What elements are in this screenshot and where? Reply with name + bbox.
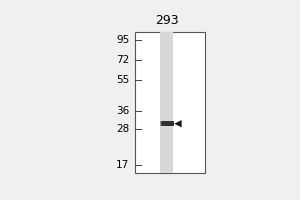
Text: 55: 55 — [116, 75, 129, 85]
Text: 72: 72 — [116, 55, 129, 65]
Bar — [160, 32, 173, 173]
Bar — [135, 32, 205, 173]
Text: 95: 95 — [116, 35, 129, 45]
Bar — [162, 121, 174, 126]
Text: 293: 293 — [155, 14, 178, 27]
Bar — [161, 121, 173, 126]
Bar — [160, 121, 173, 126]
Text: 28: 28 — [116, 124, 129, 134]
Polygon shape — [174, 120, 182, 127]
Text: 17: 17 — [116, 160, 129, 170]
Text: 36: 36 — [116, 106, 129, 116]
